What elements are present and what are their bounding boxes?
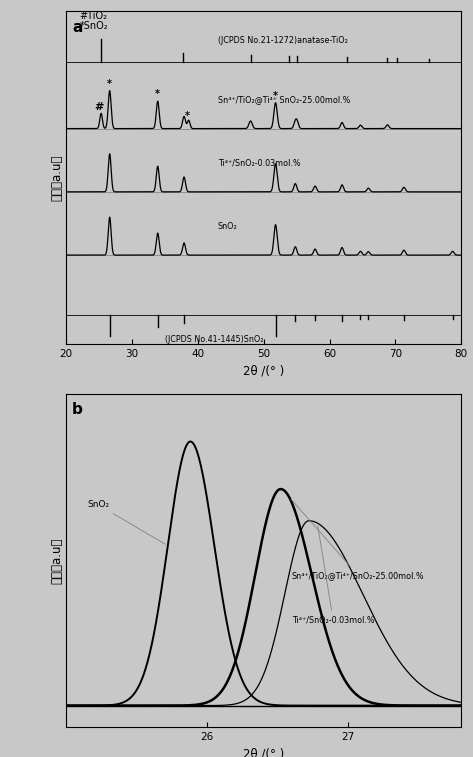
X-axis label: 2θ /(° ): 2θ /(° ) — [243, 747, 284, 757]
Text: *: * — [273, 91, 278, 101]
Y-axis label: 强度（a.u）: 强度（a.u） — [51, 154, 63, 201]
X-axis label: 2θ /(° ): 2θ /(° ) — [243, 365, 284, 378]
Text: SnO₂: SnO₂ — [218, 222, 237, 231]
Text: a: a — [72, 20, 82, 35]
Text: *: * — [155, 89, 160, 99]
Text: Ti⁴⁺/SnO₂-0.03mol.%: Ti⁴⁺/SnO₂-0.03mol.% — [218, 159, 300, 168]
Text: *: * — [185, 111, 190, 121]
Text: *: * — [107, 79, 112, 89]
Text: #: # — [95, 102, 104, 113]
Y-axis label: 强度（a.u）: 强度（a.u） — [51, 537, 63, 584]
Text: Ti⁴⁺/SnO₂-0.03mol.%: Ti⁴⁺/SnO₂-0.03mol.% — [292, 526, 375, 625]
Text: SnO₂: SnO₂ — [88, 500, 166, 544]
Text: b: b — [72, 402, 83, 417]
Text: Sn⁴⁺/TiO₂@Ti⁴⁺/SnO₂-25.00mol.%: Sn⁴⁺/TiO₂@Ti⁴⁺/SnO₂-25.00mol.% — [291, 499, 425, 580]
Text: *SnO₂: *SnO₂ — [79, 21, 108, 31]
Text: (JCPDS No.21-1272)anatase-TiO₂: (JCPDS No.21-1272)anatase-TiO₂ — [218, 36, 348, 45]
Text: Sn⁴⁺/TiO₂@Ti⁴⁺ SnO₂-25.00mol.%: Sn⁴⁺/TiO₂@Ti⁴⁺ SnO₂-25.00mol.% — [218, 95, 350, 104]
Text: (JCPDS No.41-1445)SnO₂: (JCPDS No.41-1445)SnO₂ — [165, 335, 263, 344]
Text: #TiO₂: #TiO₂ — [79, 11, 107, 20]
